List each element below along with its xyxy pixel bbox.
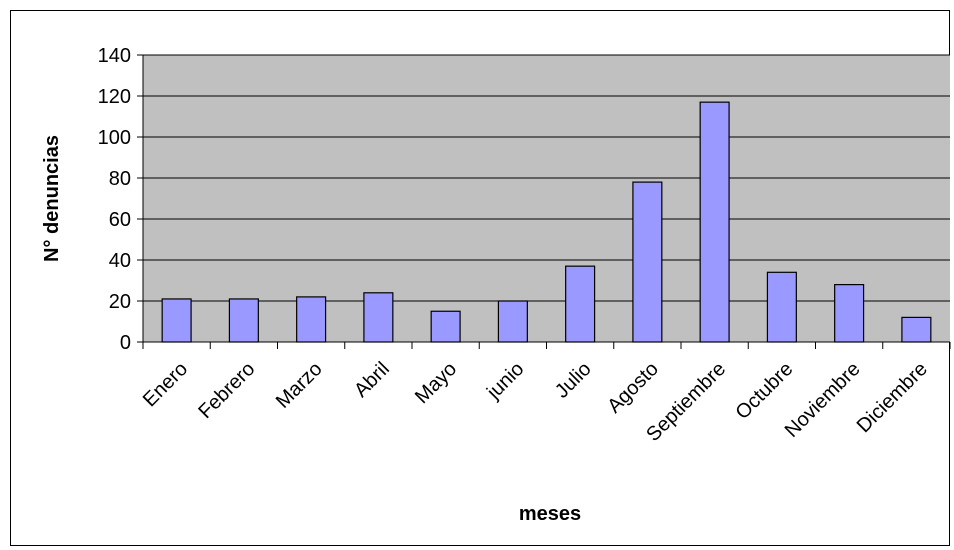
x-tick-label: Diciembre: [853, 358, 932, 437]
x-axis-title: meses: [519, 503, 581, 525]
bars: [161, 101, 932, 343]
bar: [834, 284, 865, 343]
y-axis-title: N° denuncias: [41, 135, 63, 262]
axes: [137, 54, 951, 349]
bar: [901, 316, 932, 343]
x-tick-label: Marzo: [272, 358, 327, 413]
x-tick-label: Julio: [551, 358, 596, 403]
y-tick-label: 0: [120, 332, 131, 354]
x-tick-label: Febrero: [194, 358, 259, 423]
bar: [497, 300, 528, 343]
bar: [363, 292, 394, 343]
y-tick-label: 20: [109, 291, 131, 313]
x-tick-labels: Enero Febrero Marzo Abril Mayo junio Julio Agos…: [139, 358, 932, 446]
bar: [296, 296, 327, 343]
y-tick-label: 40: [109, 250, 131, 272]
bar: [632, 181, 663, 343]
plot-area: [143, 55, 950, 342]
y-tick-label: 80: [109, 168, 131, 190]
y-tick-label: 140: [98, 45, 131, 67]
bar: [766, 271, 797, 343]
bar: [430, 310, 461, 343]
bar: [228, 298, 259, 343]
y-tick-label: 120: [98, 86, 131, 108]
x-tick-label: junio: [482, 358, 528, 404]
x-tick-label: Abril: [350, 358, 394, 402]
gridlines: [143, 54, 950, 302]
x-tick-label: Mayo: [411, 358, 461, 408]
y-tick-label: 60: [109, 209, 131, 231]
bar: [699, 101, 730, 343]
x-tick-label: Enero: [139, 358, 192, 411]
bar: [161, 298, 192, 343]
y-tick-labels: 0 20 40 60 80 100 120 140: [98, 45, 131, 354]
x-tick-label: Octubre: [732, 358, 798, 424]
x-tick-label: Agosto: [603, 358, 663, 418]
bar: [565, 265, 596, 343]
y-tick-label: 100: [98, 127, 131, 149]
